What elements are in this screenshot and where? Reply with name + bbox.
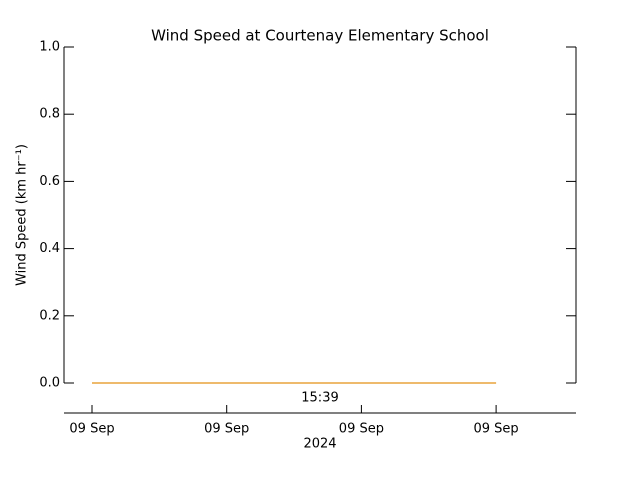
- x-tick-label: 09 Sep: [474, 422, 519, 437]
- y-tick-label: 0.2: [39, 308, 60, 323]
- x-tick-label: 09 Sep: [69, 422, 114, 437]
- x-tick-label: 09 Sep: [339, 422, 384, 437]
- y-tick-label: 1.0: [39, 40, 60, 55]
- y-tick-label: 0.6: [39, 174, 60, 189]
- y-tick-label: 0.8: [39, 107, 60, 122]
- y-tick-label: 0.0: [39, 376, 60, 391]
- x-axis-label: 2024: [303, 437, 336, 452]
- y-tick-label: 0.4: [39, 241, 60, 256]
- y-axis-label: Wind Speed (km hr⁻¹): [15, 144, 30, 286]
- x-annotation: 15:39: [301, 391, 338, 406]
- chart-title: Wind Speed at Courtenay Elementary Schoo…: [151, 27, 489, 45]
- x-tick-label: 09 Sep: [204, 422, 249, 437]
